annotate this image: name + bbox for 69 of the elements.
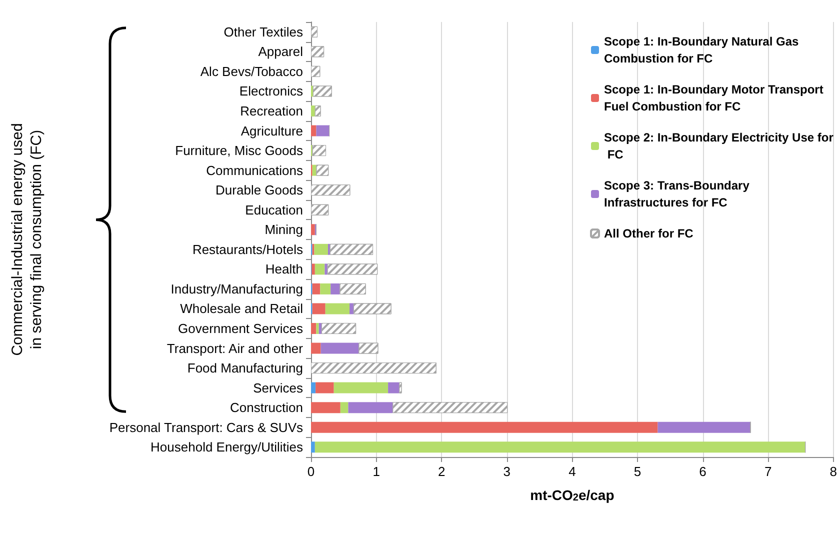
bar <box>330 283 340 294</box>
y-tick-label: Government Services <box>178 320 304 336</box>
bar <box>312 264 315 275</box>
bar <box>316 382 334 394</box>
bar <box>311 105 315 116</box>
y-tick-label: Food Manufacturing <box>187 360 303 376</box>
x-tick-label: 0 <box>307 464 315 479</box>
legend-label: Scope 3: Trans-Boundary Infrastructures for FC <box>604 178 753 210</box>
bar <box>312 283 320 294</box>
y-tick-label: Transport: Air and other <box>166 340 304 356</box>
y-tick-label: Household Energy/Utilities <box>150 440 304 455</box>
y-tick-label: Furniture, Misc Goods <box>175 143 304 158</box>
y-tick-label: Mining <box>264 222 303 238</box>
bar <box>311 422 658 433</box>
y-axis-title: Commercial-Industrial energy used in serving final consumption (FC) <box>9 123 45 356</box>
bar <box>311 322 316 334</box>
y-tick-label: Alc Bevs/Tobacco <box>200 64 303 79</box>
bar <box>316 125 330 136</box>
x-tick-label: 3 <box>503 464 511 479</box>
bar <box>324 264 328 275</box>
bar <box>350 303 354 314</box>
bar <box>311 442 315 453</box>
bar <box>314 244 328 255</box>
legend-label: Scope 1: In-Boundary Motor Transport Fuel Combustion for FC <box>604 82 827 114</box>
x-tick-label: 7 <box>764 464 772 479</box>
bar <box>348 402 393 414</box>
bar <box>311 402 340 414</box>
bar <box>311 382 316 394</box>
legend-label: Scope 1: In-Boundary Natural Gas Combustion for FC <box>604 34 802 66</box>
x-tick-label: 8 <box>830 464 837 479</box>
y-tick-label: Durable Goods <box>216 182 304 198</box>
y-tick-label: Communications <box>206 162 304 178</box>
x-tick-label: 1 <box>372 464 380 479</box>
x-axis-title: mt-CO2e/cap <box>530 487 614 504</box>
bar <box>320 283 331 294</box>
bar <box>318 322 322 334</box>
y-tick-label: Industry/Manufacturing <box>170 281 303 296</box>
bar <box>311 224 315 236</box>
y-tick-label: Electronics <box>239 84 304 99</box>
bar <box>311 342 321 354</box>
bar <box>316 322 319 334</box>
legend-label: All Other for FC <box>604 226 694 240</box>
y-tick-label: Apparel <box>258 44 304 60</box>
y-tick-label: Other Textiles <box>224 24 304 40</box>
x-tick-label: 5 <box>634 464 642 479</box>
bar <box>340 402 348 414</box>
bar <box>325 303 350 314</box>
bar <box>388 382 400 394</box>
bar <box>334 382 388 394</box>
bar <box>312 164 316 176</box>
bar <box>312 303 326 314</box>
bar <box>320 342 359 354</box>
x-tick-label: 4 <box>568 464 576 479</box>
bar <box>311 125 316 136</box>
bar <box>314 264 325 275</box>
y-tick-label: Education <box>245 202 303 218</box>
y-tick-label: Services <box>253 380 304 396</box>
y-tick-label: Health <box>265 262 303 277</box>
x-tick-label: 2 <box>438 464 446 479</box>
y-tick-label: Restaurants/Hotels <box>192 242 304 257</box>
y-tick-label: Recreation <box>240 103 303 118</box>
x-tick-label: 6 <box>699 464 706 479</box>
y-tick-label: Personal Transport: Cars & SUVs <box>109 420 304 435</box>
y-tick-label: Construction <box>230 400 303 416</box>
y-tick-label: Agriculture <box>240 123 303 138</box>
bar <box>314 442 806 453</box>
bar <box>658 422 750 433</box>
legend-label: Scope 2: In-Boundary Electricity Use for FC <box>604 130 834 162</box>
y-tick-label: Wholesale and Retail <box>180 301 304 316</box>
